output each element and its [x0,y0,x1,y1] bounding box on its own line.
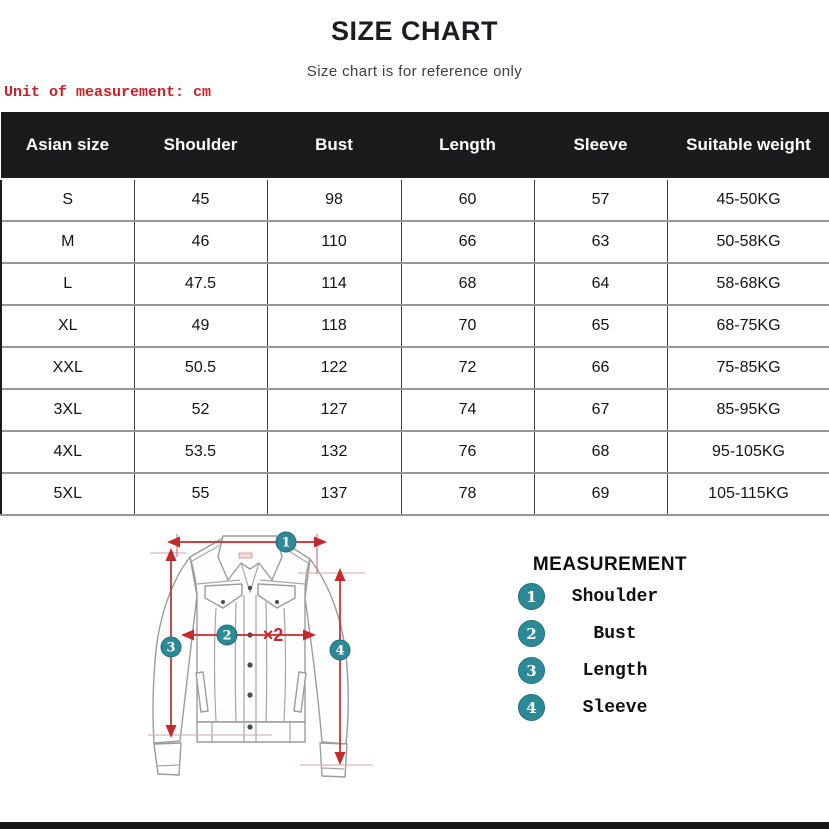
table-cell: 67 [533,388,668,431]
table-cell: L [0,262,135,305]
table-row: XXL 50.5 122 72 66 75-85KG [0,346,829,389]
diagram-marker-1: 1 [281,536,290,551]
table-cell: S [0,178,135,221]
table-cell: 57 [533,178,668,221]
table-cell: 66 [400,220,535,263]
table-cell: 58-68KG [666,262,829,305]
table-cell: 70 [400,304,535,347]
bottom-edge-bar [0,822,829,829]
table-cell: 46 [133,220,268,263]
jacket-diagram: 1 2 ×2 3 4 [148,531,373,778]
table-row: 3XL 52 127 74 67 85-95KG [0,388,829,431]
table-cell: 60 [400,178,535,221]
legend-item-label: Shoulder [571,586,659,607]
table-cell: 52 [133,388,268,431]
column-header-bust: Bust [267,112,401,180]
table-cell: 63 [533,220,668,263]
table-cell: 114 [266,262,402,305]
bust-arrow: 2 ×2 [181,624,316,646]
table-row: 5XL 55 137 78 69 105-115KG [0,472,829,516]
table-cell: 4XL [0,430,135,473]
table-cell: 85-95KG [666,388,829,431]
column-header-sleeve: Sleeve [534,112,667,180]
table-cell: 127 [266,388,402,431]
unit-of-measurement-note: Unit of measurement: cm [4,84,212,101]
table-cell: 5XL [0,472,135,516]
table-cell: 68-75KG [666,304,829,347]
table-cell: 50-58KG [666,220,829,263]
table-cell: 45 [133,178,268,221]
legend-number-badge: 3 [518,657,545,684]
header-row: Asian size Shoulder Bust Length Sleeve S… [1,112,829,180]
table-cell: 122 [266,346,402,389]
table-cell: 72 [400,346,535,389]
measurement-legend: MEASUREMENT 1 Shoulder 2 Bust 3 Length 4… [492,554,728,726]
length-arrow: 3 [160,548,182,738]
table-cell: 98 [266,178,402,221]
legend-title: MEASUREMENT [532,554,688,575]
table-cell: 65 [533,304,668,347]
column-header-asian-size: Asian size [1,112,134,180]
legend-item-label: Length [582,660,648,681]
legend-item-bust: 2 Bust [492,615,728,652]
table-cell: 74 [400,388,535,431]
table-cell: 45-50KG [666,178,829,221]
sleeve-arrow: 4 [329,568,351,765]
legend-item-sleeve: 4 Sleeve [492,689,728,726]
table-cell: 78 [400,472,535,516]
legend-number-badge: 2 [518,620,545,647]
table-cell: 110 [266,220,402,263]
page-title: SIZE CHART [331,16,498,46]
table-cell: 95-105KG [666,430,829,473]
diagram-marker-4: 4 [335,644,344,659]
multiplier-label: ×2 [263,625,284,645]
table-cell: 53.5 [133,430,268,473]
page-subtitle: Size chart is for reference only [306,63,523,80]
table-cell: 3XL [0,388,135,431]
diagram-marker-2: 2 [222,629,231,644]
diagram-marker-3: 3 [166,641,175,656]
size-table-header: Asian size Shoulder Bust Length Sleeve S… [1,112,829,180]
table-cell: 137 [266,472,402,516]
legend-item-shoulder: 1 Shoulder [492,578,728,615]
table-row: L 47.5 114 68 64 58-68KG [0,262,829,305]
table-cell: 68 [533,430,668,473]
table-cell: 76 [400,430,535,473]
jacket-outline [152,535,349,778]
legend-item-label: Bust [593,623,637,644]
guide-lines [148,552,373,766]
table-cell: 132 [266,430,402,473]
legend-item-length: 3 Length [492,652,728,689]
table-cell: 105-115KG [666,472,829,516]
table-row: 4XL 53.5 132 76 68 95-105KG [0,430,829,473]
column-header-length: Length [401,112,534,180]
table-cell: M [0,220,135,263]
legend-number-badge: 1 [518,583,545,610]
column-header-suitable-weight: Suitable weight [667,112,829,180]
table-cell: 64 [533,262,668,305]
table-row: XL 49 118 70 65 68-75KG [0,304,829,347]
size-table: Asian size Shoulder Bust Length Sleeve S… [0,112,829,516]
table-row: S 45 98 60 57 45-50KG [0,178,829,221]
legend-number-badge: 4 [518,694,545,721]
table-cell: 68 [400,262,535,305]
table-cell: 69 [533,472,668,516]
table-cell: 75-85KG [666,346,829,389]
table-row: M 46 110 66 63 50-58KG [0,220,829,263]
column-header-shoulder: Shoulder [134,112,267,180]
table-cell: XXL [0,346,135,389]
table-cell: 50.5 [133,346,268,389]
table-cell: 49 [133,304,268,347]
shoulder-arrow: 1 [167,531,327,574]
table-cell: XL [0,304,135,347]
table-cell: 118 [266,304,402,347]
size-table-body: S 45 98 60 57 45-50KG M 46 110 66 63 50-58KG L 47.5 11… [0,178,829,516]
legend-item-label: Sleeve [582,697,648,718]
table-cell: 66 [533,346,668,389]
table-cell: 47.5 [133,262,268,305]
